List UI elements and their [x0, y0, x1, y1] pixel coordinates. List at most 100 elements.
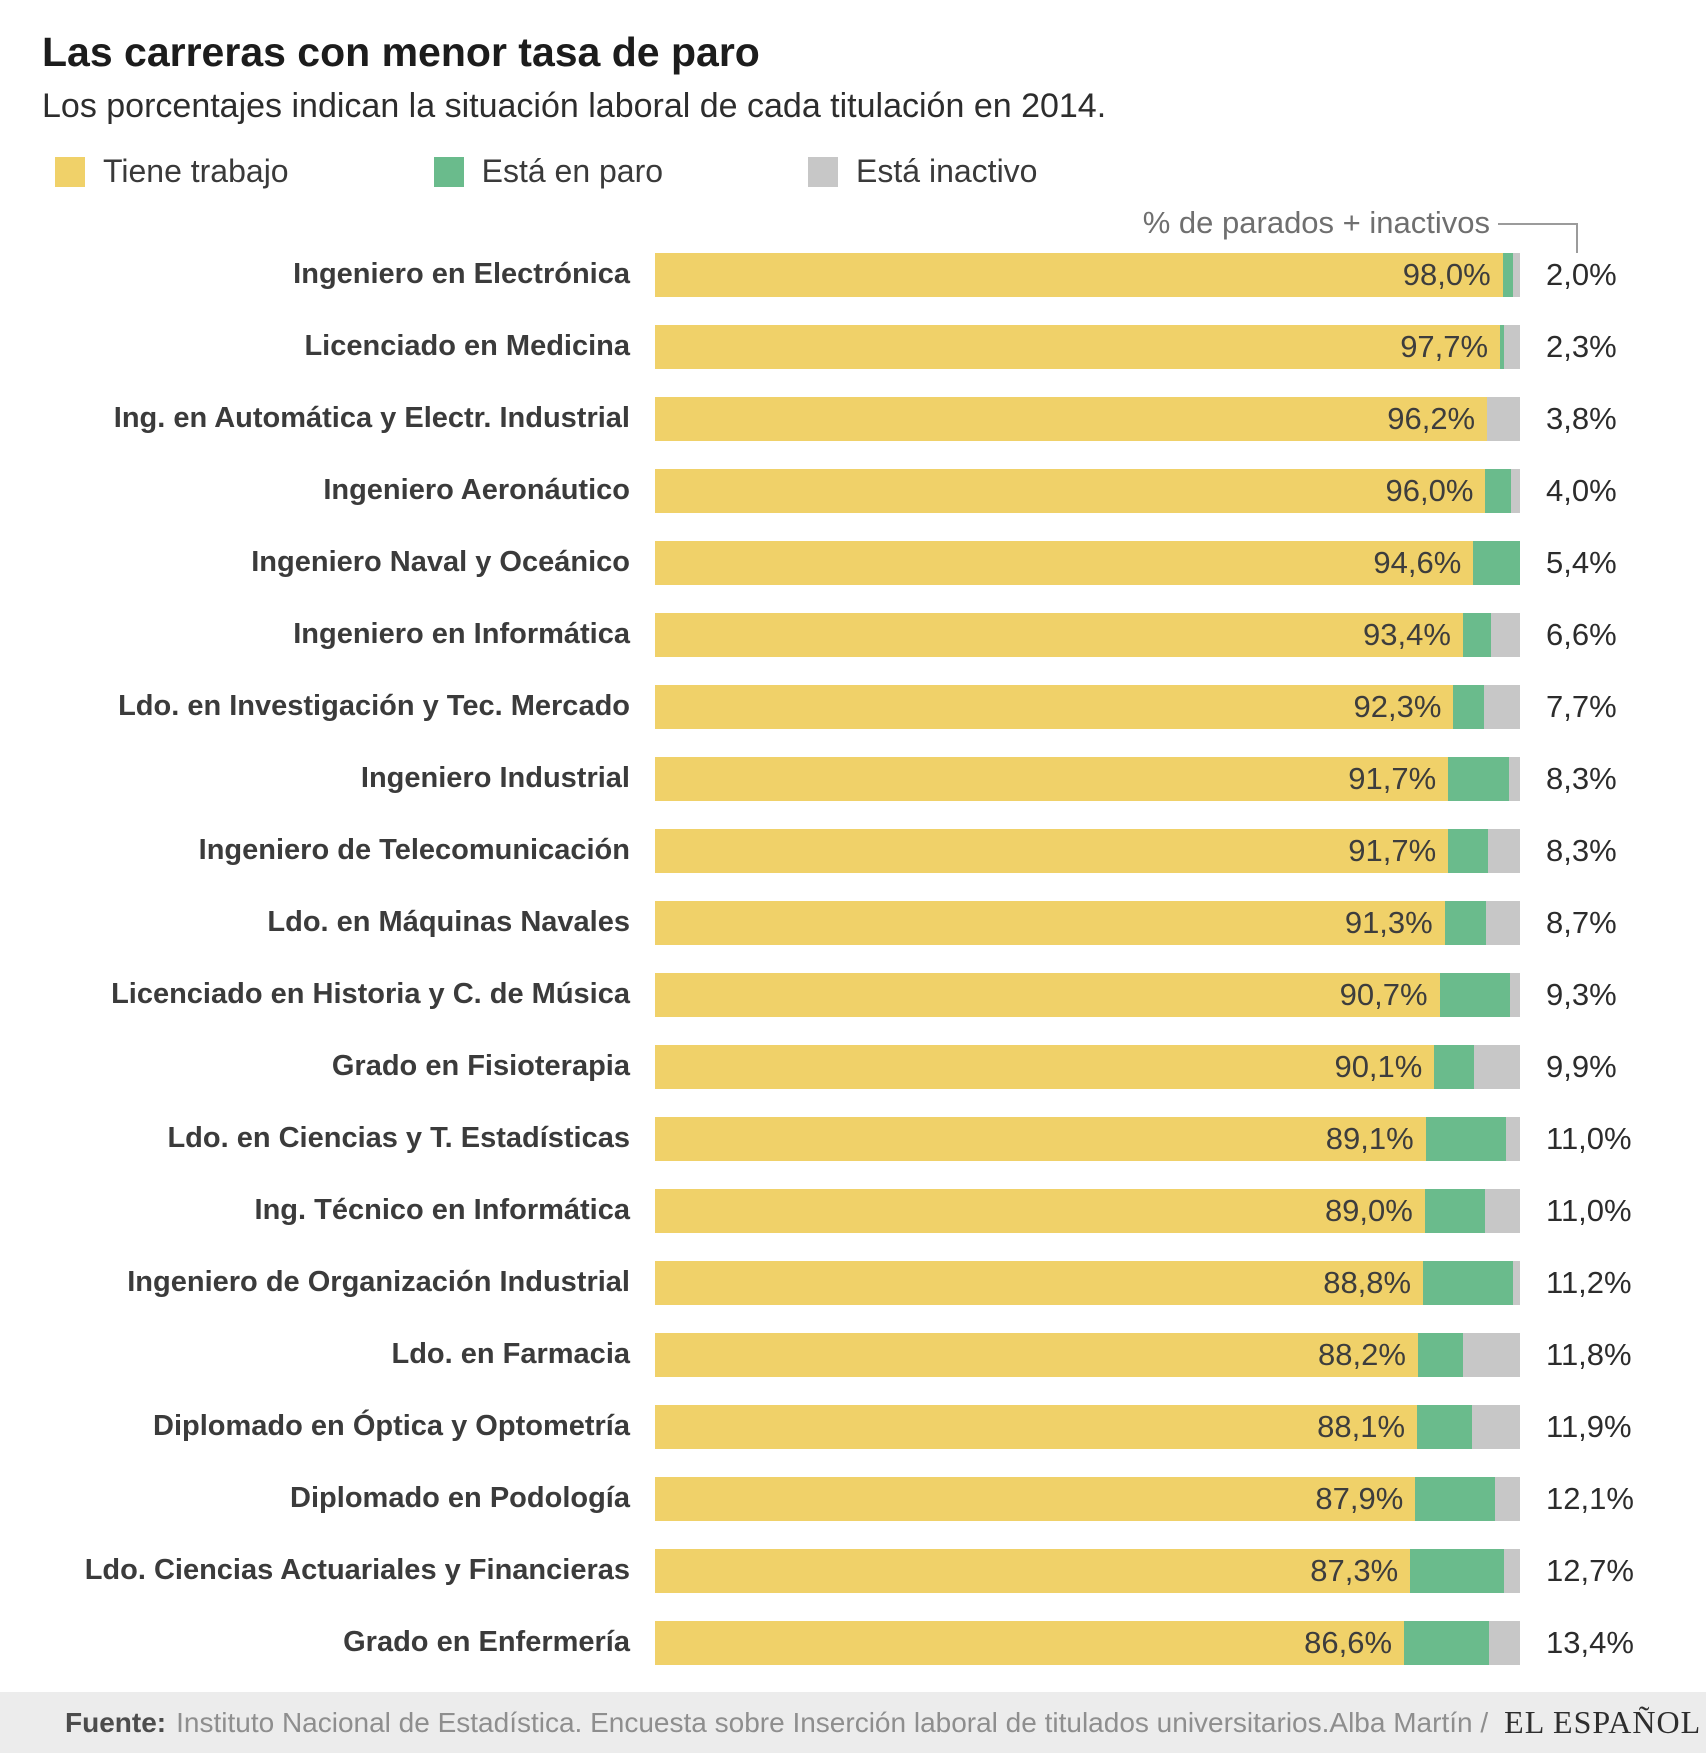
chart-row: Licenciado en Historia y C. de Música 90,… [0, 972, 1706, 1017]
segment-inactivo [1506, 1116, 1520, 1161]
row-total-label: 11,2% [1546, 1264, 1632, 1300]
legend-swatch-paro [433, 156, 464, 187]
row-label: Grado en Enfermería [343, 1626, 630, 1659]
segment-inactivo [1485, 1188, 1520, 1233]
bar-value-label: 90,7% [1339, 976, 1428, 1012]
bar-track: 91,7% [655, 756, 1520, 801]
segment-trabajo: 97,7% [655, 324, 1501, 369]
chart-row: Ingeniero en Informática 93,4% 6,6% [0, 612, 1706, 657]
row-total-label: 9,9% [1546, 1048, 1617, 1084]
segment-trabajo: 90,7% [655, 972, 1440, 1017]
segment-trabajo: 87,3% [655, 1548, 1411, 1593]
legend-label-trabajo: Tiene trabajo [103, 153, 289, 190]
row-total-label: 11,0% [1546, 1120, 1632, 1156]
bar-track: 87,3% [655, 1548, 1520, 1593]
segment-trabajo: 91,7% [655, 828, 1449, 873]
legend-swatch-trabajo [55, 156, 85, 187]
annotation-row: % de parados + inactivos [0, 201, 1706, 253]
row-total-label: 11,0% [1546, 1192, 1632, 1228]
segment-inactivo [1471, 1404, 1520, 1449]
bar-value-label: 86,6% [1304, 1624, 1393, 1660]
source-label: Fuente: [65, 1706, 167, 1738]
bar-value-label: 94,6% [1373, 544, 1462, 580]
segment-paro [1404, 1620, 1489, 1665]
chart-row: Ingeniero de Organización Industrial 88,8… [0, 1260, 1706, 1305]
bar-value-label: 91,3% [1344, 904, 1433, 940]
chart-row: Ingeniero Industrial 91,7% 8,3% [0, 756, 1706, 801]
segment-trabajo: 94,6% [655, 540, 1474, 585]
row-total-label: 12,1% [1546, 1480, 1634, 1516]
segment-paro [1417, 1404, 1472, 1449]
segment-paro [1502, 252, 1514, 297]
row-label: Ingeniero Aeronáutico [323, 474, 630, 507]
bar-value-label: 88,8% [1323, 1264, 1412, 1300]
row-total-label: 3,8% [1546, 400, 1617, 436]
bar-track: 88,1% [655, 1404, 1520, 1449]
segment-inactivo [1511, 468, 1520, 513]
bar-track: 86,6% [655, 1620, 1520, 1665]
bar-value-label: 89,0% [1324, 1192, 1413, 1228]
bar-track: 98,0% [655, 252, 1520, 297]
segment-trabajo: 86,6% [655, 1620, 1405, 1665]
segment-inactivo [1483, 684, 1520, 729]
segment-paro [1439, 972, 1510, 1017]
segment-trabajo: 88,2% [655, 1332, 1418, 1377]
row-total-label: 5,4% [1546, 544, 1617, 580]
row-total-label: 8,7% [1546, 904, 1617, 940]
bar-track: 90,7% [655, 972, 1520, 1017]
segment-trabajo: 88,1% [655, 1404, 1418, 1449]
segment-inactivo [1513, 252, 1520, 297]
chart-row: Licenciado en Medicina 97,7% 2,3% [0, 324, 1706, 369]
chart-row: Ldo. en Ciencias y T. Estadísticas 89,1% 1… [0, 1116, 1706, 1161]
credit-line: Alba Martín / EL ESPAÑOL [1329, 1704, 1701, 1741]
segment-trabajo: 93,4% [655, 612, 1463, 657]
row-total-label: 11,9% [1546, 1408, 1632, 1444]
segment-paro [1448, 828, 1488, 873]
row-label: Ing. en Automática y Electr. Industrial [113, 402, 630, 435]
row-total-label: 2,3% [1546, 328, 1617, 364]
segment-paro [1424, 1188, 1486, 1233]
bar-value-label: 89,1% [1325, 1120, 1414, 1156]
bar-value-label: 98,0% [1402, 256, 1491, 292]
segment-trabajo: 87,9% [655, 1476, 1416, 1521]
segment-inactivo [1487, 828, 1520, 873]
segment-inactivo [1474, 1044, 1520, 1089]
segment-paro [1444, 900, 1487, 945]
legend-item-paro: Está en paro [433, 153, 663, 190]
row-label: Ing. Técnico en Informática [254, 1194, 630, 1227]
segment-paro [1453, 684, 1484, 729]
source-line: Fuente: Instituto Nacional de Estadística… [65, 1707, 1329, 1739]
credit-author: Alba Martín / [1329, 1706, 1489, 1738]
bar-track: 94,6% [655, 540, 1520, 585]
bar-value-label: 90,1% [1334, 1048, 1423, 1084]
bar-value-label: 92,3% [1353, 688, 1442, 724]
chart-row: Ldo. Ciencias Actuariales y Financieras 8… [0, 1548, 1706, 1593]
bar-value-label: 87,3% [1310, 1552, 1399, 1588]
bar-track: 91,7% [655, 828, 1520, 873]
segment-inactivo [1488, 1620, 1520, 1665]
row-total-label: 9,3% [1546, 976, 1617, 1012]
chart-row: Grado en Fisioterapia 90,1% 9,9% [0, 1044, 1706, 1089]
row-label: Ldo. en Ciencias y T. Estadísticas [167, 1122, 630, 1155]
bar-track: 87,9% [655, 1476, 1520, 1521]
segment-paro [1417, 1332, 1463, 1377]
row-total-label: 6,6% [1546, 616, 1617, 652]
row-label: Ingeniero en Informática [293, 618, 630, 651]
legend-swatch-inactivo [808, 156, 839, 187]
chart-row: Ldo. en Máquinas Navales 91,3% 8,7% [0, 900, 1706, 945]
bar-track: 96,0% [655, 468, 1520, 513]
row-label: Ldo. en Máquinas Navales [267, 906, 630, 939]
bar-track: 92,3% [655, 684, 1520, 729]
chart-row: Ldo. en Investigación y Tec. Mercado 92,3… [0, 684, 1706, 729]
segment-paro [1425, 1116, 1507, 1161]
row-label: Ingeniero en Electrónica [293, 258, 630, 291]
segment-inactivo [1487, 396, 1520, 441]
segment-inactivo [1462, 1332, 1520, 1377]
row-label: Ingeniero Naval y Oceánico [251, 546, 630, 579]
segment-trabajo: 98,0% [655, 252, 1503, 297]
bar-value-label: 96,2% [1387, 400, 1476, 436]
segment-paro [1473, 540, 1520, 585]
row-label: Licenciado en Historia y C. de Música [111, 978, 630, 1011]
bar-track: 91,3% [655, 900, 1520, 945]
